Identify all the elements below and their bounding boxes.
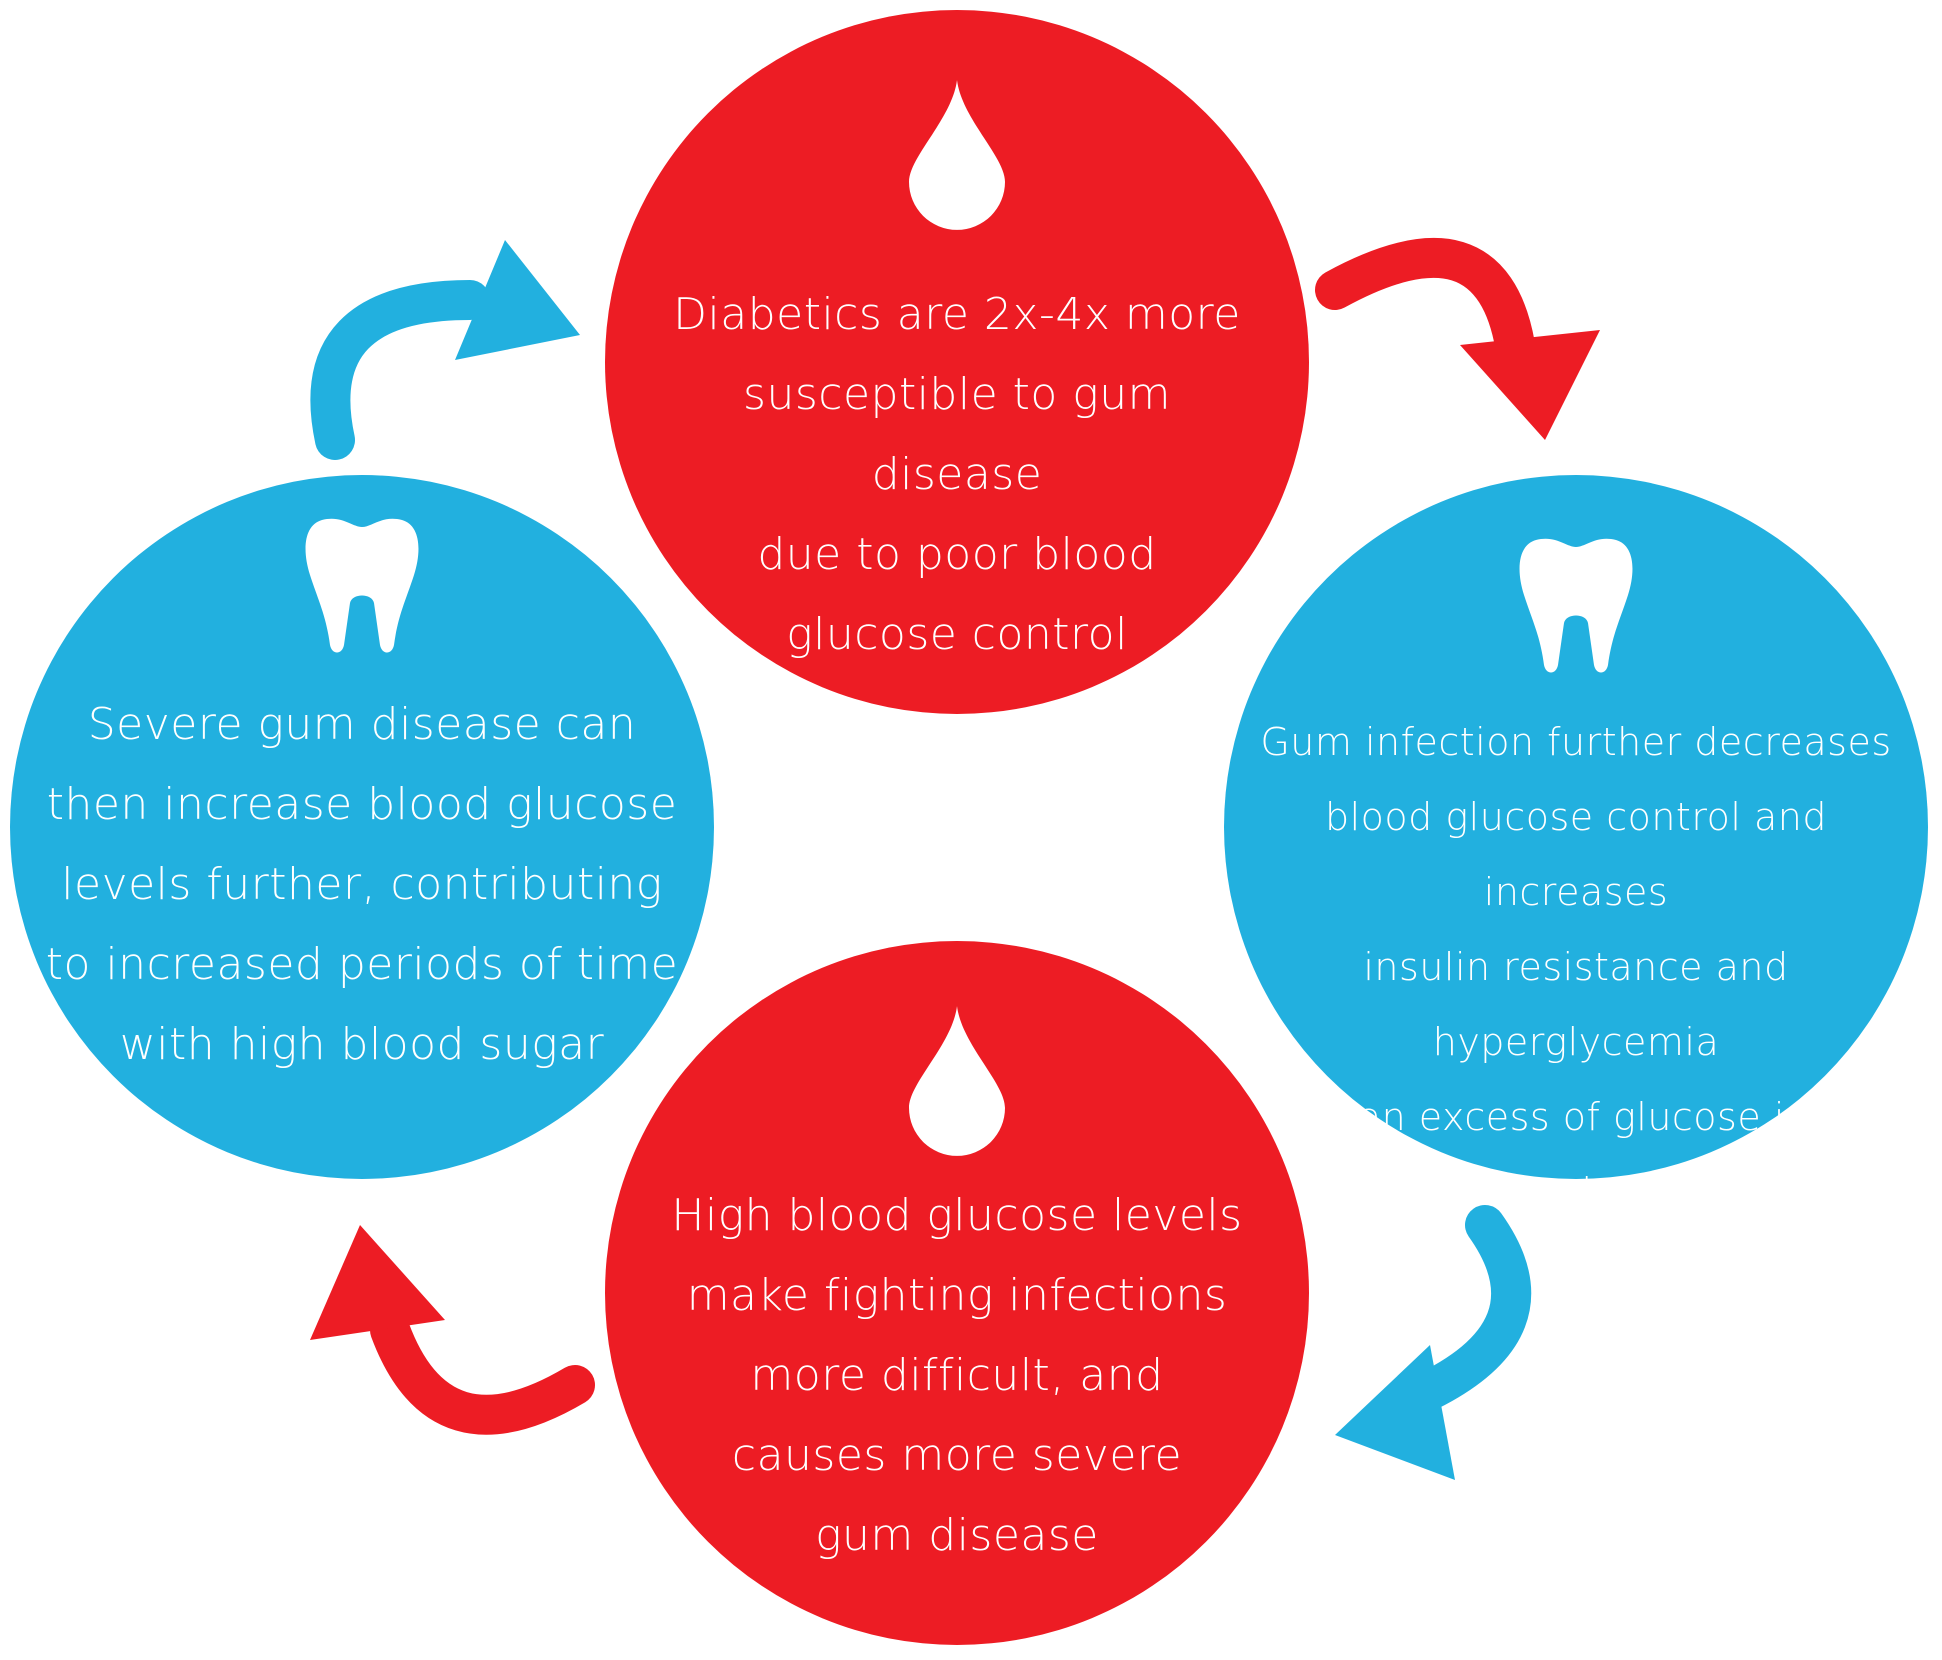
tooth-icon: [305, 518, 419, 653]
node-text: Severe gum disease can then increase blo…: [45, 699, 679, 1070]
node-text: Diabetics are 2x-4x more susceptible to …: [673, 289, 1241, 660]
blood-drop-icon: [909, 80, 1005, 230]
arrow-bottom-to-left: [310, 1225, 595, 1435]
node-poor-glucose-control: Diabetics are 2x-4x more susceptible to …: [605, 10, 1309, 714]
tooth-icon: [1519, 538, 1633, 673]
arrow-left-to-top: [310, 240, 580, 460]
arrow-top-to-right: [1315, 238, 1600, 440]
node-gum-infection: Gum infection further decreases blood gl…: [1224, 475, 1928, 1214]
node-text: Gum infection further decreases blood gl…: [1260, 720, 1892, 1214]
node-text: High blood glucose levels make fighting …: [671, 1190, 1243, 1561]
node-severe-gum-disease: Severe gum disease can then increase blo…: [10, 475, 714, 1179]
blood-drop-icon: [909, 1006, 1005, 1156]
node-high-glucose: High blood glucose levels make fighting …: [605, 941, 1309, 1645]
arrow-right-to-bottom: [1335, 1205, 1532, 1480]
